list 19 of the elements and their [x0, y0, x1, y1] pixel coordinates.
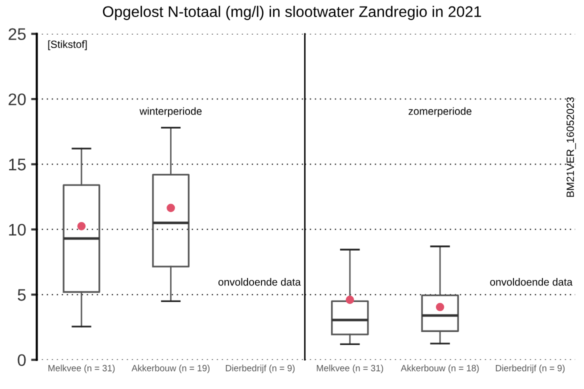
annotation: BM21VER_16052023 [566, 97, 576, 197]
y-tick-label: 15 [9, 158, 26, 170]
annotation: zomerperiode [408, 107, 472, 117]
x-tick-label: Akkerbouw (n = 18) [400, 364, 479, 374]
annotation: [Stikstof] [48, 40, 87, 50]
y-tick-label: 5 [18, 289, 26, 301]
x-tick-label: Melkvee (n = 31) [316, 364, 384, 374]
annotation: onvoldoende data [490, 278, 573, 286]
x-tick-label: Dierbedrijf (n = 9) [496, 364, 565, 374]
x-tick-label: Melkvee (n = 31) [48, 364, 115, 374]
annotation: winterperiode [140, 107, 202, 117]
annotation: onvoldoende data [218, 278, 301, 286]
y-tick-label: 25 [8, 28, 26, 40]
y-tick-label: 20 [8, 93, 26, 106]
x-tick-label: Dierbedrijf (n = 9) [226, 364, 295, 374]
chart-title: Opgelost N-totaal (mg/l) in slootwater Zandregio in 2021 [102, 6, 482, 20]
y-tick-label: 10 [9, 224, 26, 236]
y-tick-label: 0 [18, 354, 26, 366]
x-tick-label: Akkerbouw (n = 19) [132, 364, 210, 374]
